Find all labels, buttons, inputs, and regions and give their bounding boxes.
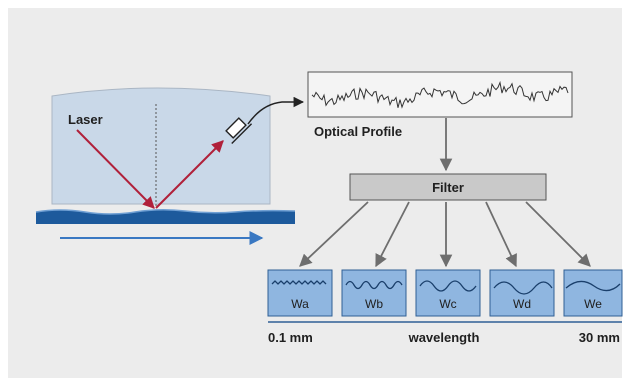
surface-highlight — [35, 208, 296, 215]
output-label-wb: Wb — [365, 297, 383, 311]
filter-label: Filter — [432, 180, 464, 195]
wavelength-max-label: 30 mm — [579, 330, 620, 345]
long-wave-icon — [493, 281, 553, 295]
output-box-wd: Wd — [489, 269, 555, 317]
output-box-wc: Wc — [415, 269, 481, 317]
profile-signal — [311, 80, 569, 109]
output-label-we: We — [584, 297, 602, 311]
filter-to-we-arrow — [525, 201, 591, 267]
surface-band — [36, 209, 295, 224]
measurement-chamber — [51, 87, 271, 205]
medium-wave-icon — [419, 280, 477, 292]
reflected-beam — [155, 140, 224, 209]
filter-to-wb-arrow — [375, 201, 410, 268]
incident-beam — [76, 129, 155, 209]
filter-to-wa-arrow — [299, 201, 369, 267]
filter-to-wd-arrow — [485, 201, 517, 268]
short-wave-icon — [345, 280, 403, 290]
wavelength-axis-label: wavelength — [408, 330, 480, 345]
output-label-wd: Wd — [513, 297, 531, 311]
output-label-wc: Wc — [439, 297, 456, 311]
optical-profile-box — [307, 71, 573, 118]
wavelength-min-label: 0.1 mm — [268, 330, 313, 345]
output-box-wa: Wa — [267, 269, 333, 317]
optical-profile-label: Optical Profile — [314, 124, 402, 139]
very-short-wave-icon — [271, 280, 327, 285]
output-box-wb: Wb — [341, 269, 407, 317]
output-box-we: We — [563, 269, 623, 317]
detector-icon — [225, 117, 253, 145]
filter-box — [349, 173, 547, 201]
signal-arrow — [247, 96, 305, 125]
laser-label: Laser — [68, 112, 103, 127]
output-label-wa: Wa — [291, 297, 309, 311]
very-long-wave-icon — [565, 280, 621, 292]
